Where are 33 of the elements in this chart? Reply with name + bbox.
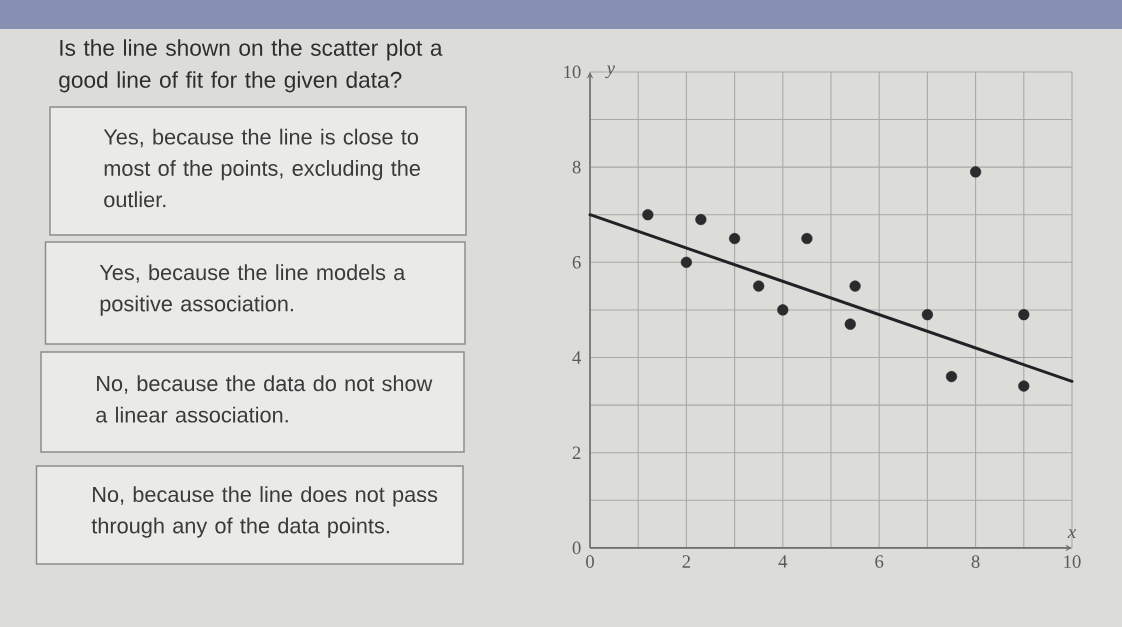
point — [753, 280, 765, 292]
point — [849, 280, 861, 292]
point — [680, 256, 693, 268]
text: Yes, because the line is close to most of the points, excluding the outlier. — [103, 128, 420, 208]
y-tick-label: 8 — [572, 160, 581, 174]
x-tick-label: 8 — [971, 555, 980, 568]
point — [642, 209, 654, 221]
point — [695, 213, 707, 226]
text: No, because the data do not show a linear association. — [96, 375, 433, 423]
text: Yes, because the line models a positive association. — [99, 264, 406, 316]
point — [729, 232, 741, 245]
point — [801, 232, 813, 245]
point — [1018, 380, 1030, 392]
y-tick-label: 0 — [572, 541, 581, 555]
x-tick-label: 2 — [682, 555, 691, 568]
y-tick-label: 4 — [572, 351, 582, 364]
point — [844, 318, 856, 330]
y-tick-label: 2 — [572, 446, 581, 459]
point — [1018, 309, 1030, 321]
text: Is the line shown on the scatter plot a good line of fit for the given data? — [59, 39, 443, 93]
point — [945, 370, 958, 383]
x-tick-label: 10 — [1064, 555, 1081, 568]
y-tick-label: 10 — [564, 65, 581, 79]
y-axis-title: y — [605, 65, 616, 79]
y-tick-label: 6 — [572, 256, 581, 269]
text: No, because the line does not pass through any of the data points. — [91, 486, 438, 538]
point — [921, 309, 934, 321]
point — [970, 166, 982, 178]
x-tick-label: 0 — [586, 555, 594, 568]
x-axis-title: x — [1067, 529, 1077, 538]
point — [777, 304, 789, 316]
x-tick-label: 4 — [778, 555, 788, 568]
x-tick-label: 6 — [875, 555, 884, 568]
